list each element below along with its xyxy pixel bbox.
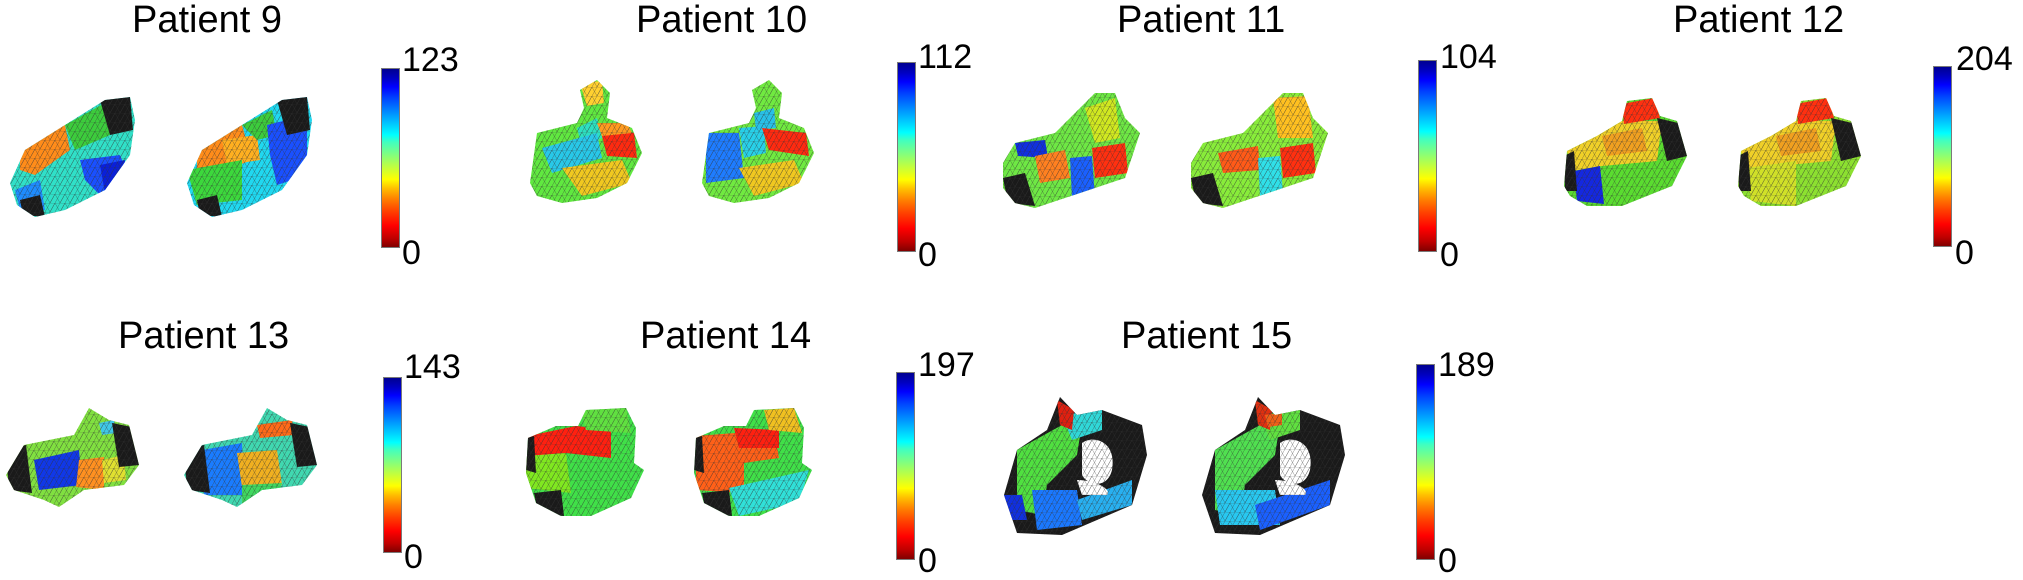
mesh-map-right — [1188, 88, 1333, 213]
mesh-map-left — [1562, 96, 1692, 211]
mesh-map-left — [1002, 395, 1150, 540]
colorbar-min-label: 0 — [1955, 234, 1974, 272]
colorbar-min-label: 0 — [404, 538, 423, 576]
panel-title: Patient 10 — [636, 0, 808, 41]
colorbar-max-label: 143 — [404, 348, 461, 386]
colorbar — [896, 372, 915, 560]
mesh-map-right — [694, 408, 816, 518]
colorbar — [1416, 364, 1435, 560]
mesh-map-right — [182, 405, 317, 510]
colorbar-min-label: 0 — [918, 236, 937, 274]
mesh-map-right — [182, 95, 317, 220]
mesh-map-left — [4, 405, 139, 510]
mesh-map-left — [1000, 88, 1145, 213]
mesh-map-left — [522, 78, 657, 218]
colorbar-min-label: 0 — [1440, 236, 1459, 274]
colorbar-min-label: 0 — [402, 234, 421, 272]
mesh-map-left — [5, 95, 140, 220]
colorbar-max-label: 112 — [918, 38, 973, 76]
colorbar — [383, 377, 402, 553]
colorbar-max-label: 104 — [1440, 38, 1497, 76]
panel-title: Patient 14 — [640, 315, 812, 357]
colorbar-min-label: 0 — [1438, 542, 1457, 580]
colorbar-min-label: 0 — [918, 542, 937, 580]
panel-title: Patient 13 — [118, 315, 290, 357]
colorbar-max-label: 123 — [402, 41, 459, 79]
colorbar-max-label: 189 — [1438, 346, 1495, 384]
mesh-map-right — [1736, 96, 1866, 211]
colorbar — [1418, 60, 1437, 252]
mesh-map-right — [1200, 395, 1348, 540]
colorbar — [897, 62, 916, 252]
colorbar — [1933, 66, 1952, 247]
colorbar — [381, 68, 400, 248]
panel-title: Patient 11 — [1117, 0, 1286, 41]
mesh-map-right — [694, 78, 829, 218]
colorbar-max-label: 197 — [918, 346, 975, 384]
panel-title: Patient 9 — [132, 0, 282, 41]
panel-title: Patient 12 — [1673, 0, 1845, 41]
colorbar-max-label: 204 — [1956, 40, 2013, 78]
mesh-map-left — [526, 408, 648, 518]
panel-title: Patient 15 — [1121, 315, 1293, 357]
